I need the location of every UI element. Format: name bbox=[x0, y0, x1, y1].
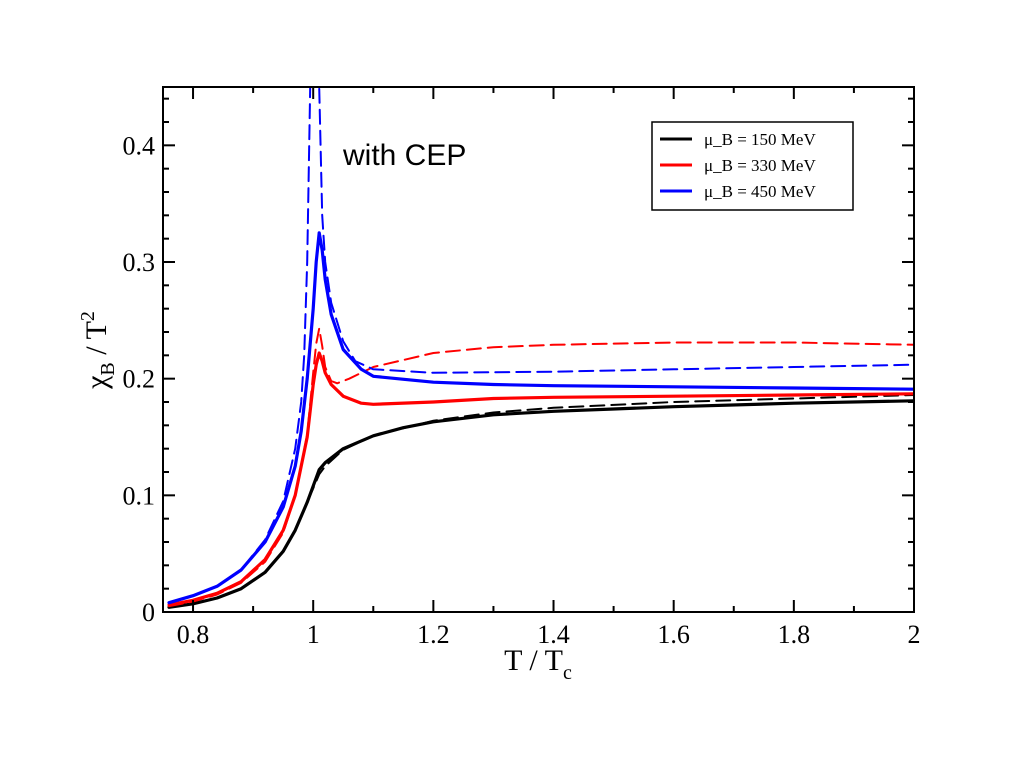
y-axis-title-sub: B bbox=[97, 362, 119, 375]
y-axis-title: χB / T2 bbox=[77, 311, 119, 390]
x-axis-title-sub: c bbox=[563, 662, 572, 684]
series-line-1-dashed bbox=[168, 394, 914, 609]
x-axis-title-main: T / T bbox=[504, 644, 563, 677]
legend-label-330: μ_B = 330 MeV bbox=[704, 156, 816, 175]
tick-label-layer: 0.8 1 1.2 1.4 1.6 1.8 2 0 0.1 0.2 0.3 0.4 bbox=[123, 131, 921, 649]
x-tick-label: 1 bbox=[307, 620, 320, 649]
y-tick-label: 0 bbox=[142, 598, 155, 627]
x-tick-label: 2 bbox=[908, 620, 921, 649]
x-axis-title: T / Tc bbox=[504, 644, 572, 684]
series-layer bbox=[167, 87, 914, 609]
annotation-with-cep: with CEP bbox=[342, 139, 466, 172]
legend-label-450: μ_B = 450 MeV bbox=[704, 182, 816, 201]
y-tick-label: 0.4 bbox=[123, 131, 156, 160]
legend: μ_B = 150 MeV μ_B = 330 MeV μ_B = 450 Me… bbox=[651, 121, 854, 211]
series-line-2-solid bbox=[167, 351, 914, 607]
series-line-3-dashed bbox=[168, 327, 914, 608]
x-tick-label: 1.6 bbox=[657, 620, 690, 649]
legend-label-150: μ_B = 150 MeV bbox=[704, 130, 816, 149]
y-tick-label: 0.3 bbox=[123, 248, 156, 277]
x-tick-label: 1.4 bbox=[537, 620, 570, 649]
series-line-4-solid bbox=[167, 231, 914, 605]
y-axis-title-main: χ bbox=[80, 375, 113, 390]
y-axis-title-rest: / T bbox=[80, 321, 113, 355]
plot-frame bbox=[162, 86, 915, 613]
x-tick-label: 1.8 bbox=[778, 620, 811, 649]
x-tick-label: 1.2 bbox=[417, 620, 450, 649]
tick-layer bbox=[163, 87, 915, 613]
series-line-5-dashed bbox=[168, 87, 914, 604]
y-axis-title-sup: 2 bbox=[77, 311, 99, 321]
y-tick-label: 0.2 bbox=[123, 365, 156, 394]
y-tick-label: 0.1 bbox=[123, 481, 156, 510]
series-line-0-solid bbox=[167, 399, 914, 609]
x-tick-label: 0.8 bbox=[177, 620, 210, 649]
